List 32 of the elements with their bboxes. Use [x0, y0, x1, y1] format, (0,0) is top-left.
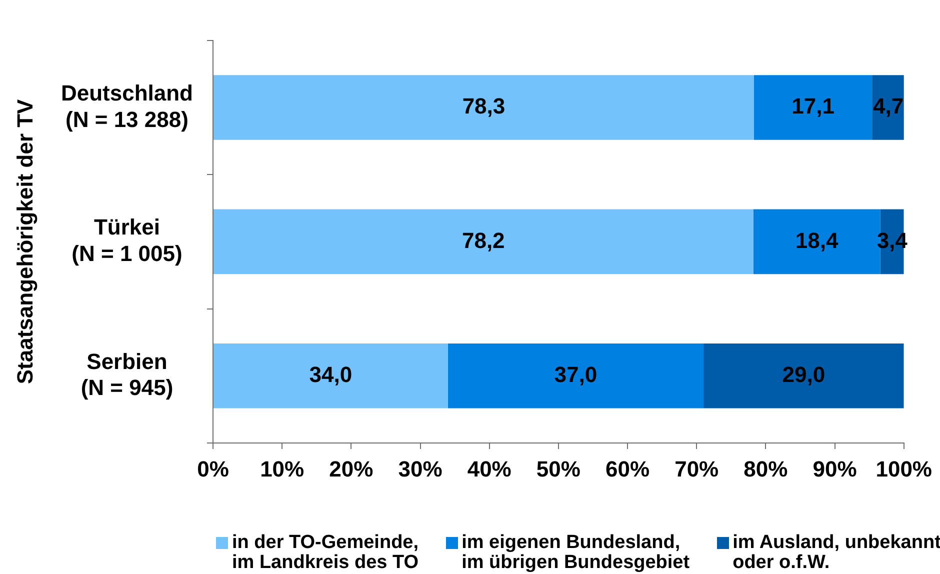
bar — [214, 343, 448, 408]
x-tick-label: 50% — [536, 456, 580, 482]
data-label: 78,2 — [462, 228, 505, 253]
y-tick-label: Türkei (N = 1 005) — [72, 214, 182, 266]
bar — [448, 343, 704, 408]
x-tick-label: 90% — [812, 456, 857, 482]
data-label: 34,0 — [309, 362, 352, 387]
legend-label: in der TO-Gemeinde, im Landkreis des TO — [232, 532, 419, 573]
data-label: 4,7 — [873, 94, 904, 119]
bar — [754, 75, 872, 140]
bar — [872, 75, 904, 140]
data-label: 18,4 — [795, 228, 839, 253]
data-label: 17,1 — [792, 94, 834, 119]
legend-label: im eigenen Bundesland, im übrigen Bundesgebiet — [462, 532, 690, 573]
bar — [214, 209, 754, 274]
bar — [214, 75, 754, 140]
data-label: 78,3 — [462, 94, 506, 119]
x-tick-label: 60% — [605, 456, 650, 482]
x-tick-label: 70% — [674, 456, 719, 482]
x-tick-label: 40% — [467, 456, 512, 482]
x-tick-label: 80% — [744, 456, 788, 482]
x-tick-label: 0% — [197, 456, 229, 482]
y-axis-title: Staatsangehörigkeit der TV — [12, 98, 38, 384]
data-label: 29,0 — [782, 362, 826, 387]
x-tick-label: 10% — [260, 456, 304, 482]
x-tick-label: 100% — [876, 456, 932, 482]
bar — [704, 343, 904, 408]
y-tick-label: Deutschland (N = 13 288) — [60, 80, 194, 132]
data-label: 37,0 — [554, 362, 598, 387]
x-tick-label: 20% — [329, 456, 374, 482]
x-tick-label: 30% — [398, 456, 442, 482]
y-tick-label: Serbien (N = 945) — [80, 348, 174, 400]
